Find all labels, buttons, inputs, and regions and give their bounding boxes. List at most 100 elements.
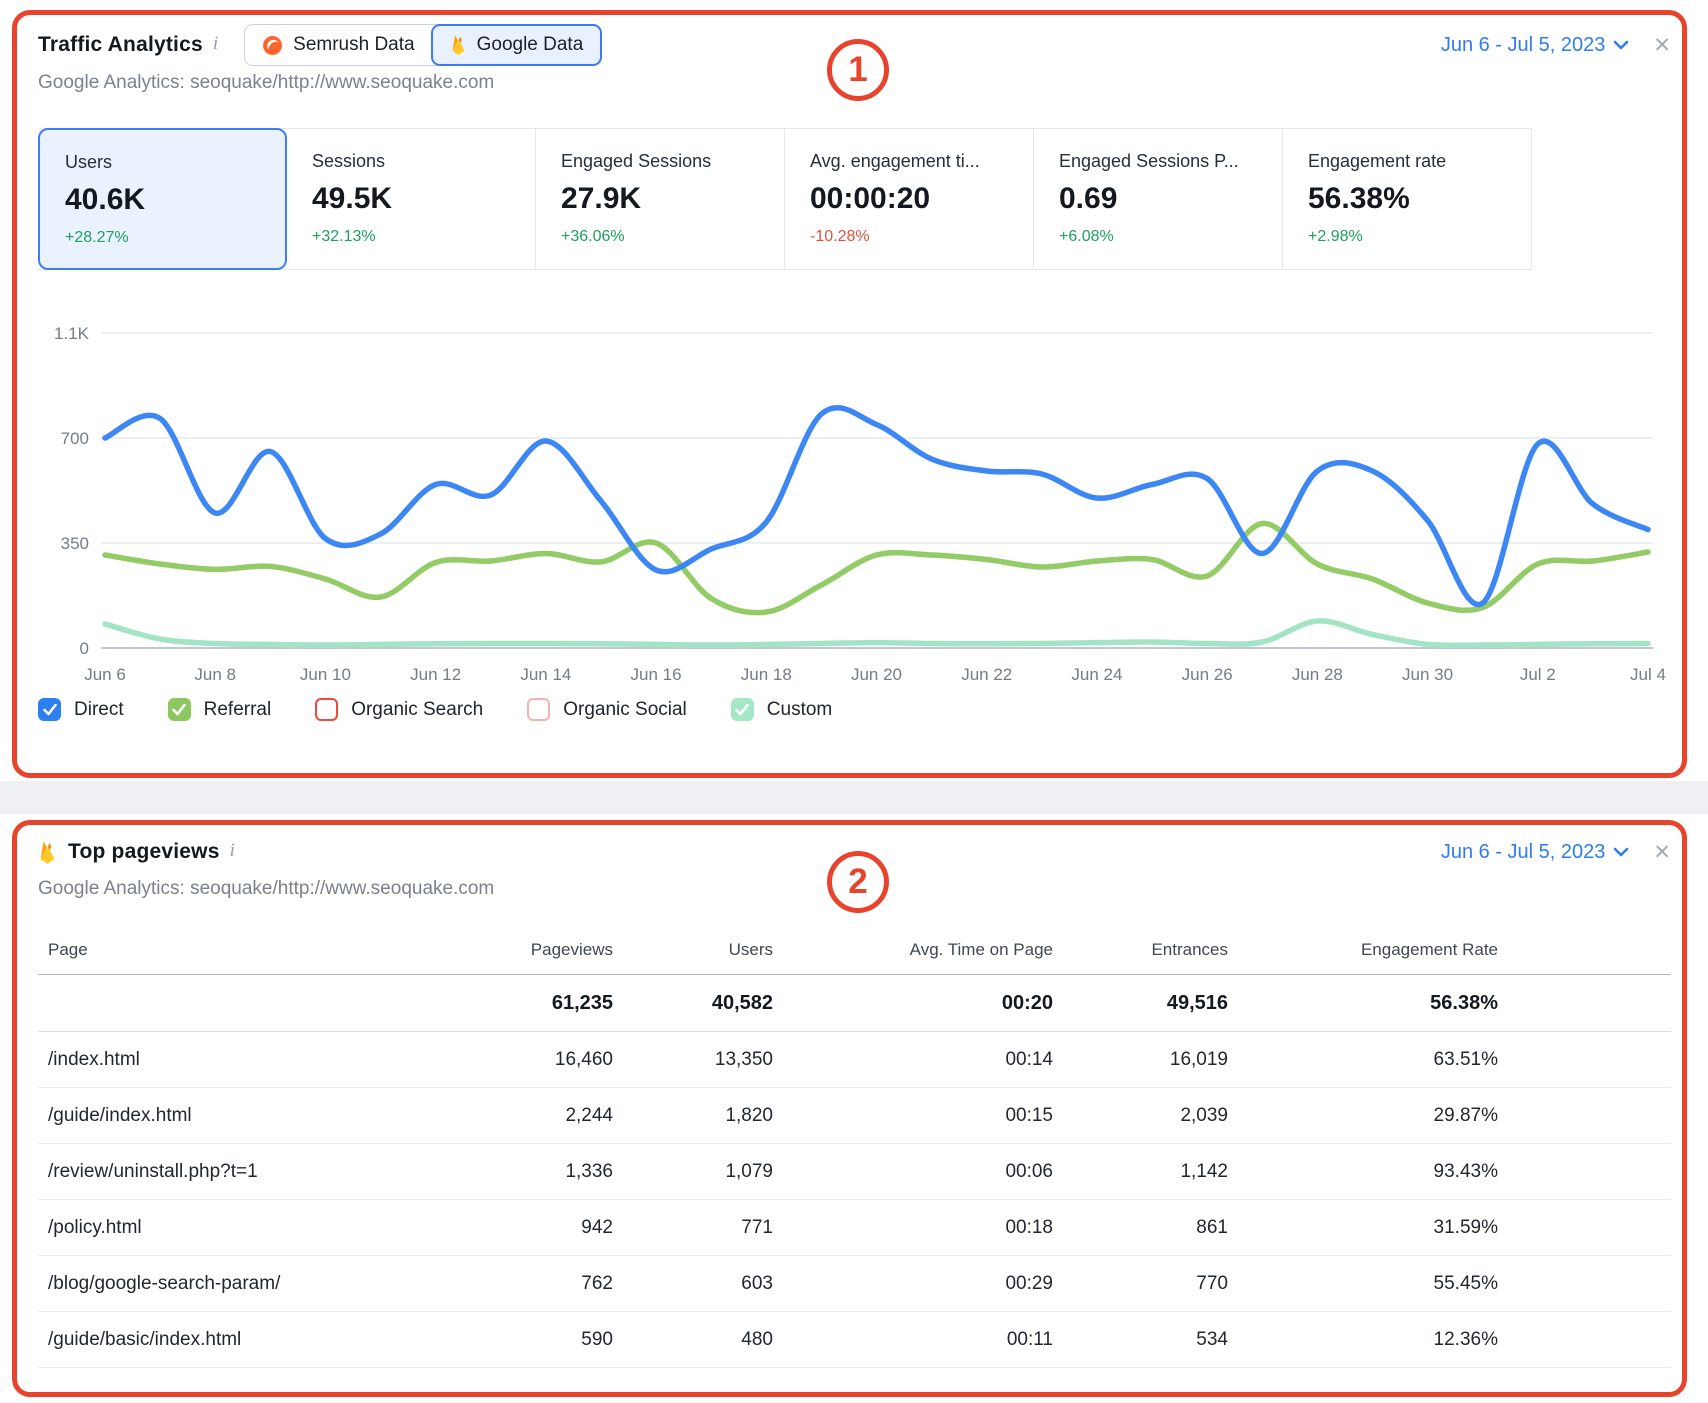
top-pageviews-panel: Top pageviews i Jun 6 - Jul 5, 2023 ✕ Go… xyxy=(12,820,1697,1397)
metric-card-engagement-rate[interactable]: Engagement rate 56.38% +2.98% xyxy=(1283,129,1532,269)
date-range-dropdown[interactable]: Jun 6 - Jul 5, 2023 xyxy=(1441,841,1630,864)
metric-card-users[interactable]: Users 40.6K +28.27% xyxy=(38,128,287,270)
legend-item-custom[interactable]: Custom xyxy=(730,698,833,721)
page-link[interactable]: /policy.html xyxy=(48,1216,142,1238)
cell-pageviews: 762 xyxy=(581,1272,613,1294)
table-row[interactable]: /index.html 16,460 13,350 00:14 16,019 63.51% xyxy=(38,1032,1671,1088)
legend-label: Referral xyxy=(203,698,272,720)
column-header-page: Page xyxy=(48,940,88,959)
date-range-label: Jun 6 - Jul 5, 2023 xyxy=(1440,840,1606,863)
cell-engagement-rate: 29.87% xyxy=(1433,1104,1498,1126)
panel2-header: Top pageviews i Jun 6 - Jul 5, 2023 ✕ xyxy=(38,832,1671,872)
metric-delta: +28.27% xyxy=(65,229,129,246)
close-icon[interactable]: ✕ xyxy=(1653,840,1671,864)
metric-value: 00:00:20 xyxy=(810,182,931,215)
cell-engagement-rate: 63.51% xyxy=(1433,1048,1498,1070)
semrush-data-label: Semrush Data xyxy=(293,34,415,55)
metric-card-engaged-sessions-per-user[interactable]: Engaged Sessions P... 0.69 +6.08% xyxy=(1034,129,1283,269)
cell-avg-time: 00:11 xyxy=(1006,1328,1053,1350)
semrush-icon xyxy=(262,35,283,56)
close-icon[interactable]: ✕ xyxy=(1653,33,1671,57)
cell-users: 13,350 xyxy=(714,1048,773,1070)
info-icon[interactable]: i xyxy=(229,840,235,861)
traffic-chart: 0 350 700 1.1K Jun 6 Jun 8 Jun 10 Jun 12 Jun 14 J… xyxy=(38,288,1671,693)
checkbox-unchecked-icon[interactable] xyxy=(527,698,551,721)
checkbox-unchecked-icon[interactable] xyxy=(315,698,339,721)
table-row[interactable]: /guide/index.html 2,244 1,820 00:15 2,039 29.… xyxy=(38,1088,1671,1144)
page-link[interactable]: /guide/basic/index.html xyxy=(48,1328,242,1350)
semrush-data-button[interactable]: Semrush Data xyxy=(245,25,432,65)
legend-item-organic-social[interactable]: Organic Social xyxy=(527,698,687,721)
legend-item-direct[interactable]: Direct xyxy=(38,698,124,721)
column-header-pageviews: Pageviews xyxy=(530,940,613,959)
cell-pageviews: 1,336 xyxy=(565,1160,613,1182)
table-row[interactable]: /policy.html 942 771 00:18 861 31.59% xyxy=(38,1200,1671,1256)
svg-text:Jun 22: Jun 22 xyxy=(961,665,1012,684)
metric-card-engaged-sessions[interactable]: Engaged Sessions 27.9K +36.06% xyxy=(536,129,785,269)
cell-pageviews: 2,244 xyxy=(565,1104,613,1126)
metric-card-sessions[interactable]: Sessions 49.5K +32.13% xyxy=(287,129,536,269)
svg-text:Jun 18: Jun 18 xyxy=(741,665,792,684)
svg-text:Jun 26: Jun 26 xyxy=(1182,665,1233,684)
metric-label: Engaged Sessions xyxy=(561,151,712,171)
svg-text:Jun 28: Jun 28 xyxy=(1292,665,1343,684)
svg-text:Jun 16: Jun 16 xyxy=(631,665,682,684)
legend-item-organic-search[interactable]: Organic Search xyxy=(315,698,483,721)
metric-delta: +2.98% xyxy=(1308,228,1363,245)
pageviews-table: Page Pageviews Users Avg. Time on Page E… xyxy=(38,926,1671,1368)
page-link[interactable]: /index.html xyxy=(48,1048,140,1070)
checkbox-checked-icon[interactable] xyxy=(730,698,754,721)
metric-card-avg-engagement-time[interactable]: Avg. engagement ti... 00:00:20 -10.28% xyxy=(785,129,1034,269)
firebase-icon xyxy=(450,34,467,56)
table-row[interactable]: /blog/google-search-param/762 603 00:29 770… xyxy=(38,1256,1671,1312)
table-row[interactable]: /guide/basic/index.html 590 480 00:11 534 12.… xyxy=(38,1312,1671,1368)
page-link[interactable]: /blog/google-search-param/ xyxy=(48,1272,281,1294)
svg-text:Jun 14: Jun 14 xyxy=(520,665,571,684)
cell-entrances: 1,142 xyxy=(1180,1160,1228,1182)
metric-label: Engaged Sessions P... xyxy=(1059,151,1239,171)
panel1-header: Traffic Analytics i Semrush Data xyxy=(38,22,1671,68)
metric-label: Engagement rate xyxy=(1308,151,1447,171)
info-icon[interactable]: i xyxy=(212,33,219,54)
cell-engagement-rate: 55.45% xyxy=(1433,1272,1498,1294)
google-data-label: Google Data xyxy=(476,34,584,55)
page-link[interactable]: /review/uninstall.php?t=1 xyxy=(48,1160,258,1182)
svg-text:Jun 10: Jun 10 xyxy=(300,665,351,684)
panel2-title: Top pageviews xyxy=(68,840,220,863)
svg-text:Jun 24: Jun 24 xyxy=(1071,665,1122,684)
table-header-row: Page Pageviews Users Avg. Time on Page E… xyxy=(38,926,1671,975)
cell-pageviews: 942 xyxy=(581,1216,613,1238)
metric-delta: +6.08% xyxy=(1059,228,1114,245)
table-row[interactable]: /review/uninstall.php?t=1 1,336 1,079 00:06… xyxy=(38,1144,1671,1200)
checkbox-checked-icon[interactable] xyxy=(38,698,61,721)
column-header-avg-time: Avg. Time on Page xyxy=(909,940,1053,959)
legend-label: Custom xyxy=(766,698,833,720)
metric-delta: -10.28% xyxy=(810,228,870,245)
metric-delta: +32.13% xyxy=(312,228,376,245)
svg-text:Jun 12: Jun 12 xyxy=(410,665,461,684)
cell-users: 1,079 xyxy=(725,1160,773,1182)
cell-engagement-rate: 31.59% xyxy=(1433,1216,1498,1238)
cell-entrances: 770 xyxy=(1196,1272,1228,1294)
legend-item-referral[interactable]: Referral xyxy=(167,698,272,721)
metric-delta: +36.06% xyxy=(561,228,625,245)
date-range-dropdown[interactable]: Jun 6 - Jul 5, 2023 xyxy=(1441,34,1630,57)
metric-value: 0.69 xyxy=(1059,182,1118,215)
cell-avg-time: 00:15 xyxy=(1005,1104,1053,1126)
metric-label: Avg. engagement ti... xyxy=(810,151,980,171)
page-link[interactable]: /guide/index.html xyxy=(48,1104,192,1126)
svg-text:Jul 4: Jul 4 xyxy=(1630,665,1666,684)
cell-avg-time: 00:06 xyxy=(1005,1160,1053,1182)
panel1-title: Traffic Analytics xyxy=(38,33,203,56)
metric-label: Sessions xyxy=(312,151,386,171)
firebase-icon xyxy=(38,840,57,865)
checkbox-checked-icon[interactable] xyxy=(167,698,191,721)
cell-users: 771 xyxy=(741,1216,773,1238)
cell-users: 1,820 xyxy=(725,1104,773,1126)
cell-users: 603 xyxy=(741,1272,773,1294)
cell-pageviews: 16,460 xyxy=(554,1048,613,1070)
chevron-down-icon xyxy=(1613,847,1629,858)
svg-text:1.1K: 1.1K xyxy=(54,324,90,343)
google-data-button[interactable]: Google Data xyxy=(430,24,603,66)
svg-text:0: 0 xyxy=(80,639,89,658)
